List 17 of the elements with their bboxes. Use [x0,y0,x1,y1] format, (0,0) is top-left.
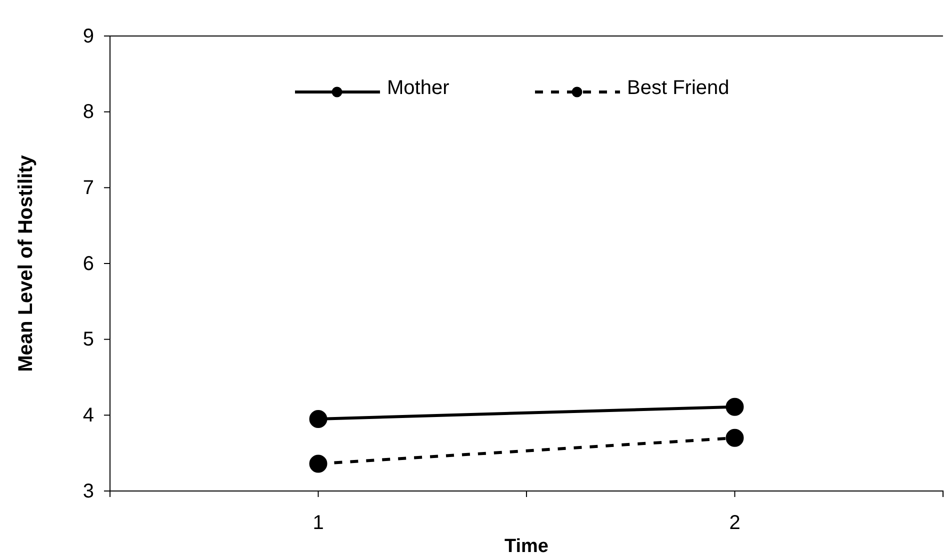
legend-label: Best Friend [627,77,730,99]
y-axis-title: Mean Level of Hostility [15,154,37,372]
y-tick-label: 3 [82,480,94,502]
x-axis-title: Time [504,536,549,557]
y-tick-label: 9 [82,25,94,48]
y-tick-label: 8 [82,101,94,124]
point [309,410,328,428]
point [726,428,744,447]
y-tick-label: 4 [82,404,94,427]
point [726,398,744,416]
legend-label: Mother [387,77,450,99]
x-tick-label: 2 [729,512,740,534]
x-tick-label: 1 [312,512,324,534]
y-tick-label: 5 [82,328,94,351]
y-tick-label: 6 [82,252,94,275]
y-tick-label: 7 [82,177,94,200]
point [309,454,328,473]
